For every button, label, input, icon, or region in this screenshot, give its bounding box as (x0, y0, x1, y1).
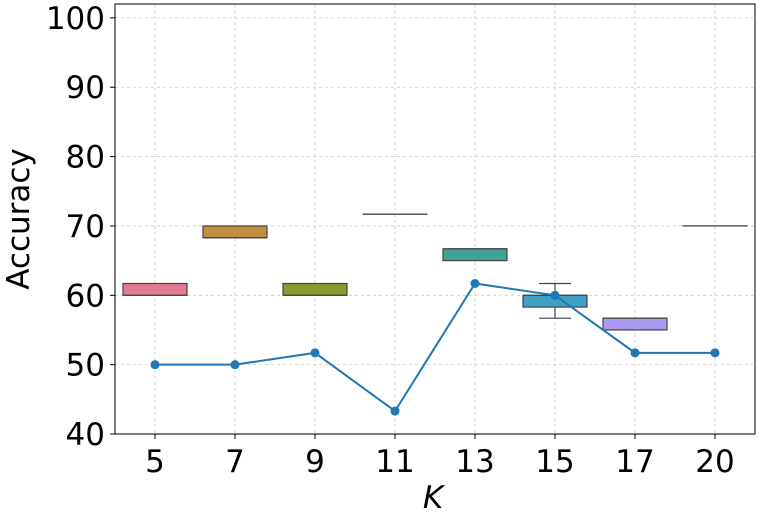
plot-frame (114, 3, 756, 435)
box-17 (602, 317, 668, 331)
y-tick-labels: 40 50 60 70 80 90 100 (46, 1, 115, 453)
y-tick-label: 80 (66, 140, 105, 176)
line-point (710, 348, 720, 358)
y-tick-label: 40 (66, 417, 105, 453)
line-point (470, 279, 480, 288)
box-15 (522, 282, 588, 319)
box-body (282, 282, 348, 296)
x-tick-label: 5 (145, 444, 165, 480)
box-series (122, 213, 748, 331)
box-5 (122, 282, 188, 296)
line-point (550, 290, 560, 300)
line-point (150, 360, 160, 370)
box-body (442, 248, 508, 262)
y-tick-label: 70 (66, 209, 105, 245)
box-body (602, 317, 668, 331)
box-body (122, 282, 188, 296)
y-tick-label: 50 (66, 348, 105, 384)
line-point (390, 406, 400, 416)
y-tick-label: 90 (66, 70, 105, 106)
y-tick-label: 60 (66, 278, 105, 314)
x-tick-label: 7 (225, 444, 245, 480)
x-axis-title: K (423, 480, 446, 516)
line-series (150, 279, 720, 416)
box-body (202, 225, 268, 239)
grid-lines (115, 4, 755, 435)
line-path (155, 282, 715, 413)
x-tick-label: 9 (305, 444, 325, 480)
x-tick-label: 17 (615, 444, 654, 480)
box-13 (442, 248, 508, 262)
line-point (230, 360, 240, 370)
x-tick-label: 13 (455, 444, 494, 480)
line-point (630, 348, 640, 358)
y-tick-label: 100 (46, 1, 105, 37)
x-tick-labels: 5 7 9 11 13 15 17 20 (145, 434, 735, 480)
box-7 (202, 225, 268, 239)
y-axis-title: Accuracy (1, 148, 37, 290)
line-point (310, 348, 320, 358)
box-9 (282, 282, 348, 296)
x-tick-label: 20 (695, 444, 734, 480)
x-tick-label: 15 (535, 444, 574, 480)
x-tick-label: 11 (375, 444, 414, 480)
